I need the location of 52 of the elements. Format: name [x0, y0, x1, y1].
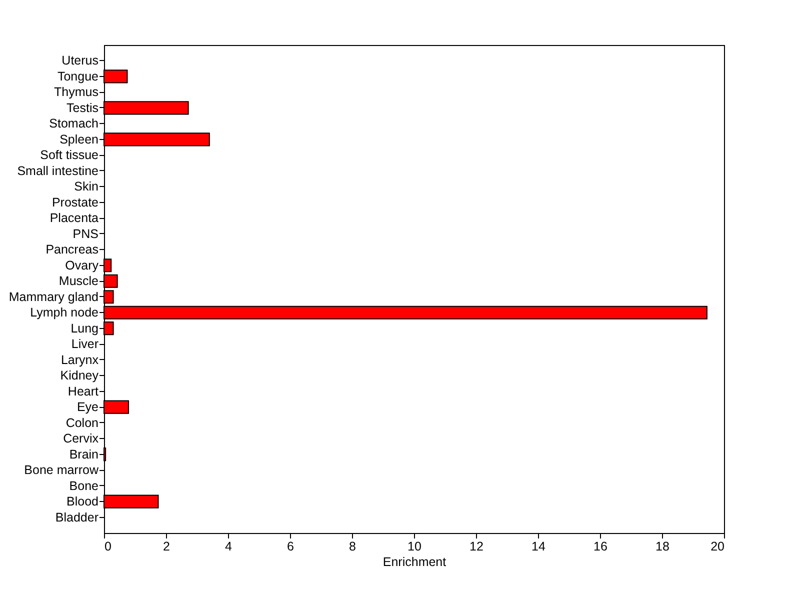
y-tick-label: Heart — [68, 384, 100, 398]
bar — [104, 101, 189, 115]
y-tick-label: Cervix — [63, 432, 100, 446]
y-tick-label: Stomach — [49, 116, 99, 131]
y-tick-label: Blood — [66, 494, 99, 509]
y-tick-label: Thymus — [54, 85, 98, 100]
y-tick-label: Small intestine — [17, 164, 99, 178]
y-tick-label: Lymph node — [30, 306, 99, 320]
bar — [104, 494, 159, 508]
bar — [104, 290, 114, 304]
bar — [104, 258, 112, 272]
y-tick-label: Ovary — [65, 258, 100, 272]
x-tick-label: 6 — [287, 540, 294, 554]
bar — [104, 274, 118, 288]
y-tick-label: Larynx — [60, 352, 100, 367]
y-tick-label: Spleen — [60, 132, 99, 146]
x-tick-label: 2 — [163, 540, 170, 554]
y-tick-label: Bone marrow — [24, 463, 100, 478]
y-tick-label: Prostate — [52, 195, 99, 210]
y-tick-label: Kidney — [60, 368, 100, 383]
bar — [104, 306, 708, 320]
y-tick-label: Liver — [71, 337, 98, 352]
x-tick-label: 12 — [470, 540, 484, 554]
y-tick-label: Colon — [66, 416, 99, 430]
y-tick-label: Soft tissue — [40, 148, 99, 162]
y-tick-label: Mammary gland — [8, 290, 99, 304]
x-tick-label: 14 — [532, 540, 546, 554]
y-tick-label: Bladder — [55, 510, 98, 524]
y-tick-label: Skin — [74, 180, 99, 194]
y-tick-label: Bone — [69, 478, 99, 493]
y-tick-label: Testis — [66, 100, 98, 115]
x-tick-label: 4 — [225, 540, 232, 554]
y-tick-label: Tongue — [57, 69, 99, 84]
x-tick-label: 0 — [104, 540, 112, 554]
y-tick-label: Eye — [76, 400, 99, 414]
bar — [104, 400, 129, 414]
bar — [104, 70, 128, 84]
y-tick-label: Muscle — [58, 274, 99, 288]
y-tick-label: Pancreas — [46, 242, 98, 257]
x-tick-label: 20 — [710, 540, 725, 554]
x-tick-label: 10 — [408, 540, 422, 554]
x-tick-label: 16 — [594, 540, 608, 554]
x-tick-label: 18 — [656, 540, 670, 554]
bar — [104, 322, 114, 336]
y-tick-label: Uterus — [62, 54, 98, 68]
y-tick-label: Placenta — [50, 211, 99, 226]
y-tick-label: Brain — [69, 447, 99, 462]
y-tick-label: Lung — [70, 321, 99, 336]
y-tick-label: PNS — [72, 226, 98, 241]
x-axis-title: Enrichment — [382, 555, 447, 569]
x-tick-label: 8 — [349, 540, 356, 554]
bar — [104, 132, 210, 146]
